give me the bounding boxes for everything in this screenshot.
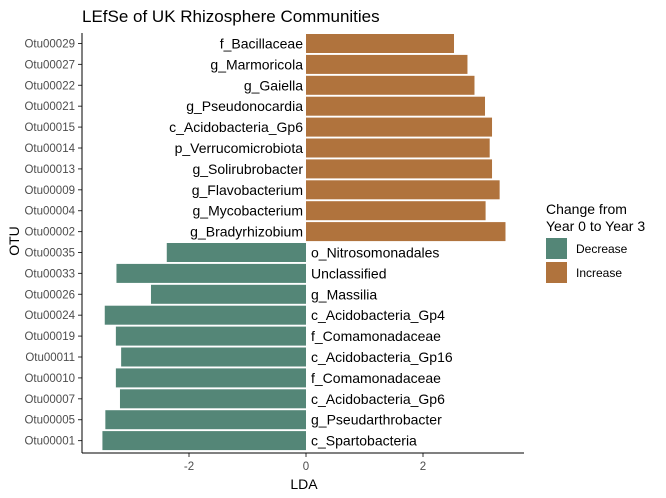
bar-otu00009 bbox=[306, 180, 500, 200]
legend-title-line-2: Year 0 to Year 3 bbox=[546, 218, 645, 234]
bar-label-otu00029: f_Bacillaceae bbox=[220, 36, 303, 52]
bar-otu00004 bbox=[306, 201, 486, 221]
bar-label-otu00001: c_Spartobacteria bbox=[311, 433, 417, 449]
y-tick-label: Otu00014 bbox=[24, 143, 75, 155]
bar-labels-layer: f_Bacillaceae g_Marmoricola g_Gaiella g_Pse… bbox=[169, 36, 453, 449]
legend-title-line-1: Change from bbox=[546, 201, 627, 217]
bar-label-otu00024: c_Acidobacteria_Gp4 bbox=[311, 307, 445, 323]
bar-label-otu00033: Unclassified bbox=[311, 265, 386, 281]
bar-otu00033 bbox=[116, 263, 307, 283]
y-tick-label: Otu00033 bbox=[24, 268, 75, 280]
legend-label-increase: Increase bbox=[576, 266, 622, 280]
bar-otu00013 bbox=[306, 159, 493, 179]
y-tick-label: Otu00004 bbox=[24, 206, 75, 218]
bar-otu00010 bbox=[115, 368, 306, 388]
bar-otu00029 bbox=[306, 34, 455, 53]
y-tick-label: Otu00027 bbox=[24, 59, 75, 71]
y-tick-label: Otu00021 bbox=[24, 101, 75, 113]
y-axis-ticks: Otu00029 Otu00027 Otu00022 Otu00021 Otu00015… bbox=[24, 39, 82, 448]
y-tick-label: Otu00026 bbox=[24, 289, 75, 301]
bar-otu00019 bbox=[115, 326, 306, 346]
bar-otu00021 bbox=[306, 96, 486, 116]
x-tick-label: 0 bbox=[303, 461, 309, 473]
y-tick-label: Otu00010 bbox=[24, 373, 75, 385]
bar-otu00024 bbox=[104, 305, 306, 325]
chart-title: LEfSe of UK Rhizosphere Communities bbox=[82, 7, 380, 26]
y-tick-label: Otu00007 bbox=[24, 394, 75, 406]
y-tick-label: Otu00029 bbox=[24, 39, 75, 51]
x-axis-ticks: -2 0 2 bbox=[184, 453, 426, 473]
bar-label-otu00026: g_Massilia bbox=[311, 286, 377, 302]
bar-otu00011 bbox=[121, 347, 306, 367]
legend-swatch-decrease bbox=[546, 238, 567, 259]
bar-otu00002 bbox=[306, 222, 506, 242]
bar-otu00035 bbox=[166, 243, 306, 262]
y-tick-label: Otu00035 bbox=[24, 248, 75, 260]
y-tick-label: Otu00002 bbox=[24, 227, 75, 239]
y-tick-label: Otu00019 bbox=[24, 331, 75, 343]
bar-label-otu00010: f_Comamonadaceae bbox=[311, 370, 441, 386]
bar-label-otu00015: c_Acidobacteria_Gp6 bbox=[169, 119, 303, 135]
x-tick-label: -2 bbox=[184, 461, 194, 473]
bar-otu00027 bbox=[306, 54, 468, 74]
y-tick-label: Otu00009 bbox=[24, 185, 75, 197]
bar-otu00014 bbox=[306, 138, 490, 158]
x-axis-title: LDA bbox=[290, 476, 318, 492]
x-tick-label: 2 bbox=[420, 461, 426, 473]
y-axis-title: OTU bbox=[6, 226, 22, 256]
bar-label-otu00022: g_Gaiella bbox=[244, 77, 303, 93]
legend-label-decrease: Decrease bbox=[576, 242, 628, 256]
bar-label-otu00004: g_Mycobacterium bbox=[193, 203, 304, 219]
bar-label-otu00019: f_Comamonadaceae bbox=[311, 328, 441, 344]
y-tick-label: Otu00024 bbox=[24, 310, 75, 322]
bars-layer bbox=[102, 34, 506, 451]
bar-otu00001 bbox=[102, 431, 306, 451]
bar-label-otu00009: g_Flavobacterium bbox=[192, 182, 303, 198]
y-tick-label: Otu00001 bbox=[24, 436, 75, 448]
y-tick-label: Otu00011 bbox=[25, 352, 75, 364]
bar-label-otu00005: g_Pseudarthrobacter bbox=[311, 412, 442, 428]
bar-otu00005 bbox=[105, 410, 306, 430]
bar-otu00015 bbox=[306, 117, 493, 137]
bar-label-otu00014: p_Verrucomicrobiota bbox=[175, 140, 304, 156]
bar-label-otu00002: g_Bradyrhizobium bbox=[190, 224, 303, 240]
y-tick-label: Otu00005 bbox=[24, 415, 75, 427]
bar-label-otu00035: o_Nitrosomonadales bbox=[311, 245, 439, 261]
legend-swatch-increase bbox=[546, 262, 567, 283]
bar-otu00007 bbox=[119, 389, 306, 409]
bar-label-otu00011: c_Acidobacteria_Gp16 bbox=[311, 349, 453, 365]
bar-otu00026 bbox=[150, 284, 306, 304]
y-tick-label: Otu00013 bbox=[24, 164, 75, 176]
bar-label-otu00021: g_Pseudonocardia bbox=[186, 98, 303, 114]
bar-label-otu00027: g_Marmoricola bbox=[210, 56, 303, 72]
bar-otu00022 bbox=[306, 75, 475, 95]
y-tick-label: Otu00015 bbox=[24, 122, 75, 134]
bar-label-otu00013: g_Solirubrobacter bbox=[192, 161, 303, 177]
legend: Change from Year 0 to Year 3 Decrease In… bbox=[546, 201, 645, 283]
y-tick-label: Otu00022 bbox=[24, 80, 75, 92]
bar-label-otu00007: c_Acidobacteria_Gp6 bbox=[311, 391, 445, 407]
